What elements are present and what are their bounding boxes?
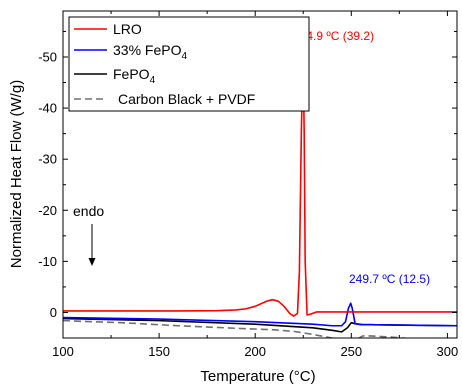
legend-item-fepo4: FePO4 bbox=[74, 66, 156, 86]
legend-label-carbon-black-pvdf: Carbon Black + PVDF bbox=[118, 91, 255, 107]
series-line-lro bbox=[63, 48, 457, 317]
y-tick-label: -40 bbox=[38, 101, 57, 116]
endo-arrow bbox=[88, 224, 96, 266]
legend-item-lro: LRO bbox=[74, 21, 142, 37]
plot-frame bbox=[62, 10, 458, 339]
series-layer bbox=[63, 48, 457, 338]
peak-annotation-lro: 224.9 ºC (39.2) bbox=[293, 29, 374, 43]
y-tick-label: 0 bbox=[50, 305, 57, 320]
series-line-33-fepo4 bbox=[63, 302, 457, 327]
y-tick-label: -10 bbox=[38, 254, 57, 269]
y-tick-label: -50 bbox=[38, 49, 57, 64]
legend-box bbox=[68, 16, 310, 112]
ticks-layer: 100 150 200 250 300 0 -10 -20 -30 -40 -50 bbox=[38, 11, 458, 359]
y-axis-title: Normalized Heat Flow (W/g) bbox=[8, 80, 25, 268]
legend-label-fepo4: FePO4 bbox=[113, 66, 156, 86]
x-tick-label: 150 bbox=[148, 344, 170, 359]
x-axis-title: Temperature (°C) bbox=[200, 368, 315, 385]
endo-label: endo bbox=[73, 203, 104, 219]
series-line-carbon-black-pvdf bbox=[63, 319, 413, 338]
legend-label-33-fepo4: 33% FePO4 bbox=[113, 42, 187, 62]
x-tick-label: 200 bbox=[244, 344, 266, 359]
y-tick-label: -20 bbox=[38, 203, 57, 218]
legend: LRO 33% FePO4 FePO4 Carbon Black + PVDF bbox=[68, 16, 310, 112]
x-tick-label: 100 bbox=[52, 344, 74, 359]
peak-annotation-33-fepo4: 249.7 ºC (12.5) bbox=[349, 272, 430, 286]
x-tick-label: 300 bbox=[437, 344, 459, 359]
legend-item-33-fepo4: 33% FePO4 bbox=[74, 42, 187, 62]
legend-label-lro: LRO bbox=[113, 21, 142, 37]
legend-item-carbon-black-pvdf: Carbon Black + PVDF bbox=[74, 91, 255, 107]
y-tick-label: -30 bbox=[38, 152, 57, 167]
x-tick-label: 250 bbox=[340, 344, 362, 359]
